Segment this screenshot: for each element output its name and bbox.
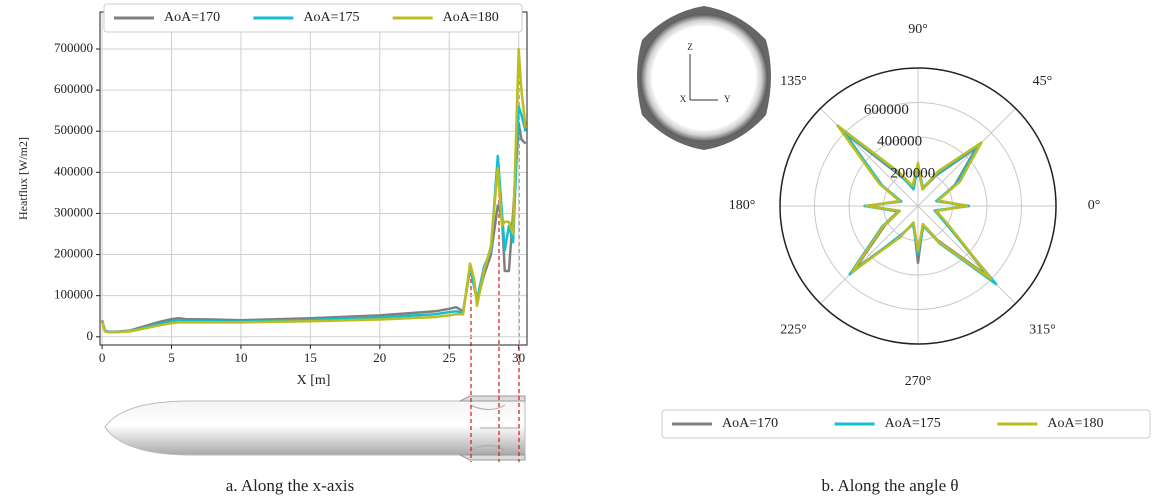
y-tick-label: 100000 bbox=[54, 287, 93, 302]
theta-tick-label: 225° bbox=[780, 323, 807, 338]
grid-spoke bbox=[918, 206, 1016, 304]
y-tick-label: 0 bbox=[87, 328, 94, 343]
r-tick-label: 200000 bbox=[890, 166, 935, 182]
legend-label: AoA=170 bbox=[722, 416, 778, 431]
inset-axis-label: X bbox=[680, 94, 687, 104]
series-line bbox=[102, 123, 525, 332]
r-tick-label: 400000 bbox=[877, 134, 922, 150]
cross-section: Z Y X bbox=[637, 6, 771, 150]
legend-label: AoA=175 bbox=[885, 416, 941, 431]
series-line bbox=[102, 49, 525, 332]
caption: b. Along the angle θ bbox=[821, 476, 958, 495]
x-tick-label: 25 bbox=[443, 350, 456, 365]
y-tick-label: 200000 bbox=[54, 246, 93, 261]
grid-spoke bbox=[918, 108, 1016, 206]
caption: a. Along the x-axis bbox=[226, 476, 354, 495]
legend-label: AoA=175 bbox=[303, 10, 359, 25]
legend-label: AoA=180 bbox=[1047, 416, 1103, 431]
theta-tick-label: 135° bbox=[780, 74, 807, 89]
plot-frame bbox=[100, 12, 527, 345]
y-tick-label: 300000 bbox=[54, 204, 93, 219]
x-tick-label: 10 bbox=[234, 350, 247, 365]
theta-tick-label: 180° bbox=[729, 198, 756, 213]
x-tick-label: 5 bbox=[168, 350, 175, 365]
rocket-illustration bbox=[105, 396, 525, 460]
y-tick-label: 700000 bbox=[54, 40, 93, 55]
theta-tick-label: 315° bbox=[1029, 323, 1056, 338]
x-axis-label: X [m] bbox=[297, 373, 331, 388]
x-tick-label: 0 bbox=[99, 350, 106, 365]
x-tick-label: 15 bbox=[304, 350, 317, 365]
x-tick-label: 30 bbox=[512, 350, 525, 365]
grid-spoke bbox=[820, 108, 918, 206]
y-tick-label: 400000 bbox=[54, 163, 93, 178]
inset-axis-label: Z bbox=[687, 42, 693, 52]
legend-label: AoA=180 bbox=[443, 10, 499, 25]
theta-tick-label: 45° bbox=[1033, 74, 1053, 89]
y-axis-label: Heatflux [W/m2] bbox=[16, 137, 30, 220]
y-tick-label: 500000 bbox=[54, 122, 93, 137]
y-tick-label: 600000 bbox=[54, 81, 93, 96]
r-tick-label: 600000 bbox=[864, 102, 909, 118]
theta-tick-label: 270° bbox=[905, 374, 932, 389]
theta-tick-label: 90° bbox=[908, 22, 928, 37]
theta-tick-label: 0° bbox=[1088, 198, 1101, 213]
series-line bbox=[102, 107, 525, 333]
figure: Z Y X 0 5 10 15 20 25 30 0 100000 200000 300000 400… bbox=[0, 0, 1152, 501]
grid-spoke bbox=[820, 206, 918, 304]
legend-label: AoA=170 bbox=[164, 10, 220, 25]
inset-axis-label: Y bbox=[724, 94, 731, 104]
x-tick-label: 20 bbox=[373, 350, 386, 365]
